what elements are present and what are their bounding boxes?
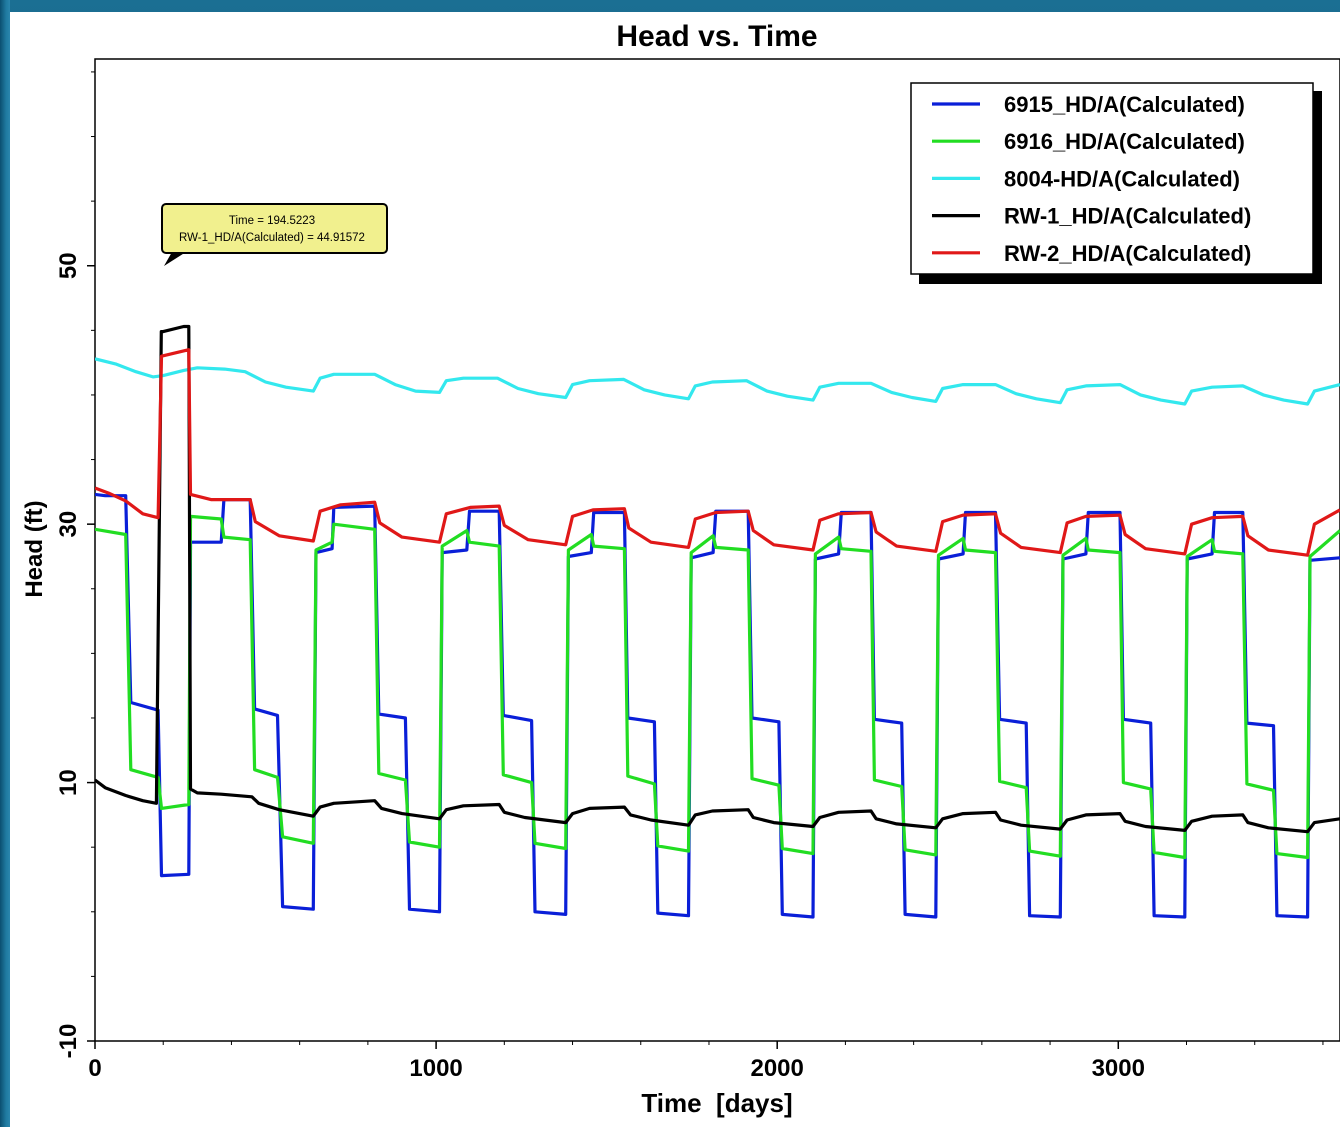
y-tick-label: 50 xyxy=(55,252,82,279)
legend-label-4: RW-2_HD/A(Calculated) xyxy=(1004,241,1251,266)
x-axis: 0 1000 2000 3000 xyxy=(88,1041,1324,1082)
y-tick-label: -10 xyxy=(55,1024,82,1059)
x-tick-label: 1000 xyxy=(409,1055,462,1082)
y-tick-label: 10 xyxy=(55,769,82,796)
x-tick-label: 0 xyxy=(88,1055,101,1082)
series-line-4 xyxy=(95,348,1340,557)
legend-label-2: 8004-HD/A(Calculated) xyxy=(1004,166,1240,191)
x-tick-label: 3000 xyxy=(1092,1055,1145,1082)
legend: 6915_HD/A(Calculated) 6916_HD/A(Calculate… xyxy=(910,82,1322,284)
chart-title: Head vs. Time xyxy=(616,20,817,53)
tooltip-pointer xyxy=(164,252,186,266)
series-layer xyxy=(95,324,1340,919)
x-axis-label: Time [days] xyxy=(641,1088,792,1118)
y-axis-label: Head (ft) xyxy=(21,500,48,597)
series-line-1 xyxy=(95,514,1340,860)
legend-label-0: 6915_HD/A(Calculated) xyxy=(1004,92,1245,117)
legend-label-1: 6916_HD/A(Calculated) xyxy=(1004,129,1245,154)
y-axis: -10 10 30 50 xyxy=(55,71,95,1059)
data-tooltip: Time = 194.5223 RW-1_HD/A(Calculated) = … xyxy=(161,203,388,266)
y-tick-label: 30 xyxy=(55,511,82,538)
tooltip-line-1: Time = 194.5223 xyxy=(229,215,315,227)
x-tick-label: 2000 xyxy=(750,1055,803,1082)
tooltip-box xyxy=(161,203,388,254)
tooltip-line-2: RW-1_HD/A(Calculated) = 44.91572 xyxy=(179,232,365,244)
series-line-2 xyxy=(95,357,1340,406)
window-edge xyxy=(0,0,10,1127)
series-line-3 xyxy=(95,324,1340,834)
legend-label-3: RW-1_HD/A(Calculated) xyxy=(1004,204,1251,229)
